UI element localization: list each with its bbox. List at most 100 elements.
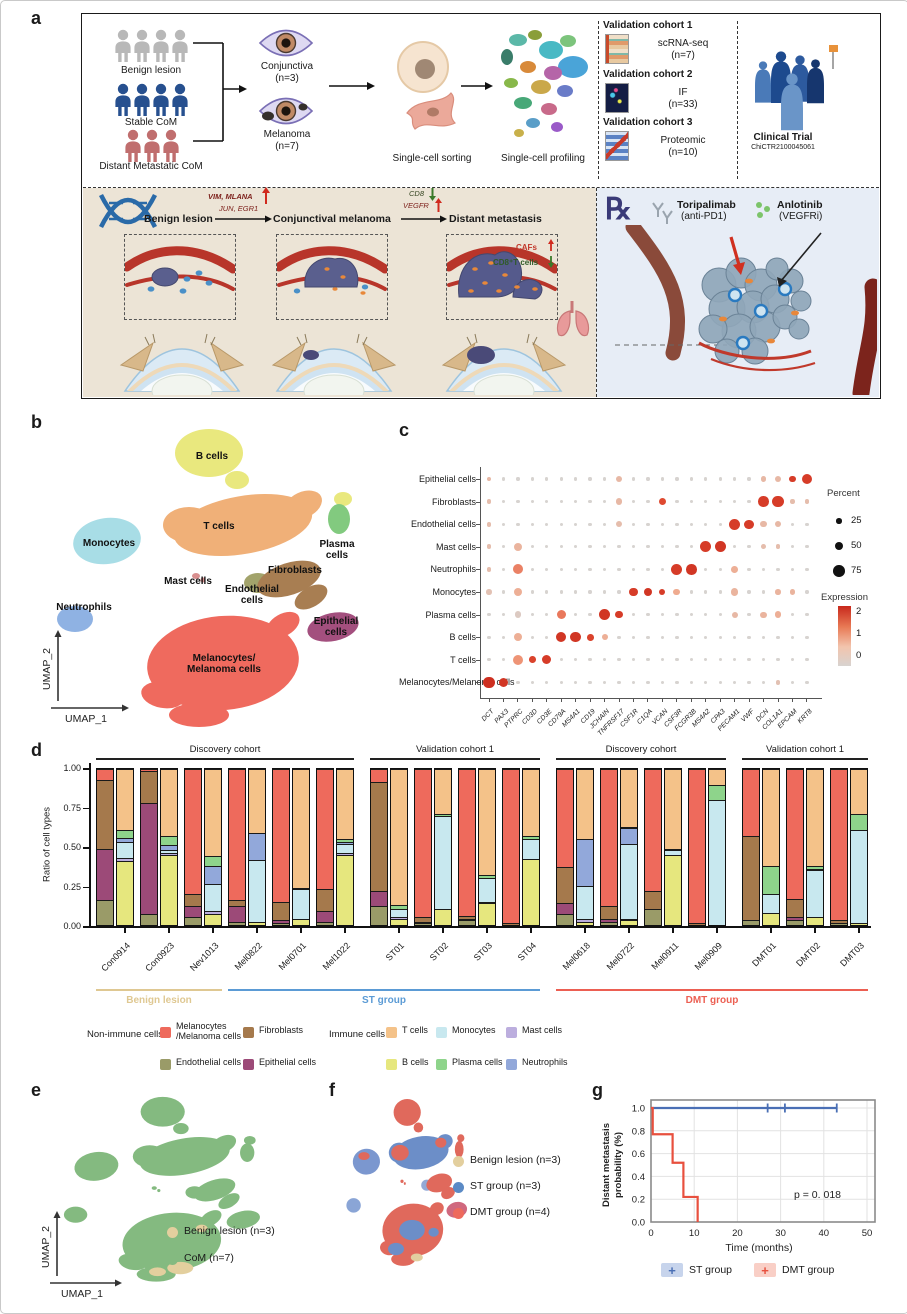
- percent-legend-dot: [834, 541, 844, 551]
- cohort-label: Stable CoM: [124, 117, 178, 128]
- cluster-label: Melanocytes/Melanoma cells: [187, 653, 261, 675]
- bar-segment-b-cells: [851, 923, 867, 925]
- tick: [661, 698, 663, 702]
- expression-dot: [675, 680, 679, 685]
- stacked-bar: [786, 768, 804, 926]
- bar-segment-b-cells: [763, 912, 779, 925]
- bar-segment-endothelial-cells: [459, 920, 475, 925]
- bar-segment-monocytes: [117, 842, 133, 858]
- umap-cluster-blob: [403, 1182, 406, 1185]
- caf-dot: [340, 275, 346, 279]
- bar-segment-melanocytes-melanoma-cells: [97, 769, 113, 780]
- expression-dot: [689, 658, 693, 662]
- up-arrow-icon: [435, 198, 442, 212]
- expression-dot: [643, 588, 652, 596]
- sample-label: Mel0822: [233, 940, 265, 972]
- expression-dot: [731, 611, 738, 618]
- bar-segment-monocytes: [479, 878, 495, 902]
- km-curve-dmt-group: [651, 1106, 699, 1222]
- drug1-target: (anti-PD1): [681, 211, 727, 222]
- stacked-bar: [140, 768, 158, 926]
- expression-dot: [675, 545, 679, 549]
- tick: [763, 698, 765, 702]
- umap-cluster-blob: [194, 1178, 236, 1202]
- expression-dot: [516, 522, 520, 526]
- cohort-label: Validation cohort 1: [766, 744, 844, 755]
- dotplot-row-label: Mast cells: [435, 541, 476, 552]
- km-legend-marker: +: [661, 1263, 683, 1278]
- bar-segment-fibroblasts: [743, 836, 759, 921]
- bar-segment-b-cells: [249, 921, 265, 925]
- validation-thumbnail-icon: [605, 131, 629, 161]
- dna-icon: [98, 193, 158, 229]
- expression-dot: [514, 611, 522, 618]
- stacked-bar: [370, 768, 388, 926]
- expression-dot: [631, 567, 636, 572]
- expression-dot: [758, 496, 769, 507]
- umap-celltypes-plot: B cells T cells Plasma cells Monocytes Neutro…: [41, 429, 359, 727]
- down-arrow-icon: [429, 188, 436, 201]
- umap-overlay-blob: [358, 1152, 370, 1160]
- bar-segment-endothelial-cells: [645, 909, 661, 925]
- expression-dot: [732, 499, 737, 504]
- expression-dot: [660, 522, 665, 526]
- expression-dot: [530, 612, 535, 617]
- expression-tick-label: 1: [856, 628, 862, 639]
- stacked-bar: [478, 768, 496, 926]
- bar-segment-neutrophils: [577, 839, 593, 887]
- tick: [344, 927, 346, 933]
- antibody-icon: [652, 202, 673, 224]
- stacked-bar: [116, 768, 134, 926]
- stacked-bar: [742, 768, 760, 926]
- expression-dot: [602, 590, 607, 594]
- expression-colorbar: [838, 606, 851, 666]
- legend-swatch: [453, 1156, 464, 1167]
- expression-tick-label: 0: [856, 650, 862, 661]
- tumor-progression-box: [444, 234, 560, 320]
- expression-dot: [686, 564, 697, 575]
- cluster-label: Epithelial cells: [314, 616, 359, 638]
- tick: [256, 927, 258, 933]
- bar-segment-b-cells: [479, 903, 495, 925]
- legend-label: Benign lesion (n=3): [184, 1225, 275, 1237]
- tumor-cell-nucleus: [777, 281, 793, 297]
- dotplot-row-label: Neutrophils: [430, 564, 476, 575]
- expression-dot: [704, 567, 708, 572]
- expression-dot: [602, 522, 607, 526]
- bar-segment-monocytes: [337, 843, 353, 854]
- bar-segment-plasma-cells: [337, 839, 353, 843]
- umap-groups: [346, 1098, 468, 1266]
- sample-label: DMT02: [794, 940, 823, 969]
- expression-dot: [689, 522, 693, 526]
- expression-dot: [602, 567, 607, 572]
- person-icon: [144, 129, 160, 162]
- expression-dot: [602, 499, 607, 504]
- expression-dot: [646, 680, 650, 685]
- legend-label: B cells: [402, 1057, 429, 1067]
- km-y-axis-label: Distant metastasis: [601, 1123, 612, 1207]
- bar-segment-b-cells: [577, 921, 593, 925]
- bar-segment-epithelial-cells: [229, 906, 245, 922]
- person-icon: [153, 83, 169, 116]
- bar-segment-b-cells: [435, 909, 451, 925]
- expression-dot: [530, 522, 535, 526]
- caf-dot: [468, 289, 474, 293]
- expression-dot: [501, 635, 506, 639]
- expression-dot: [588, 477, 592, 481]
- expression-dot: [646, 499, 650, 504]
- expression-dot: [660, 635, 665, 639]
- bar-segment-b-cells: [523, 859, 539, 925]
- bar-segment-plasma-cells: [709, 784, 725, 801]
- expression-dot: [761, 658, 766, 662]
- cohort-label: Validation cohort 1: [416, 744, 494, 755]
- expression-dot: [689, 635, 693, 639]
- tumor-cell: [698, 314, 728, 344]
- expression-dot: [790, 545, 795, 549]
- bar-ytick-label: 0.00: [63, 921, 81, 931]
- tick: [212, 927, 214, 933]
- km-xtick-label: 30: [775, 1228, 786, 1239]
- dotplot-row-label: T cells: [450, 654, 476, 665]
- umap-overlay-blob: [435, 1137, 447, 1148]
- expression-dot: [615, 610, 623, 619]
- umap-cluster-blob: [200, 1210, 222, 1227]
